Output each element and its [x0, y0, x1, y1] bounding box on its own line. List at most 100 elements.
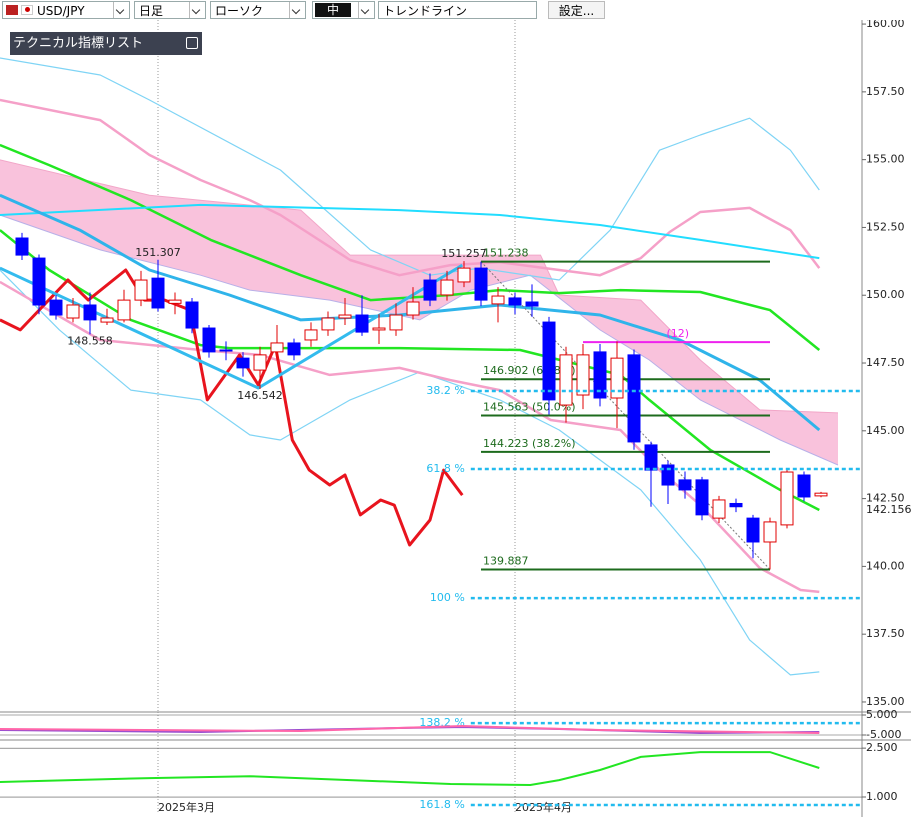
y-tick-label: 150.00: [866, 288, 905, 301]
candle-body: [695, 479, 709, 516]
y-tick-label: 157.50: [866, 85, 905, 98]
candle-body: [134, 279, 148, 301]
candle-body: [525, 301, 539, 307]
indicator-line: [0, 269, 820, 676]
y-tick-label: 1.000: [866, 790, 898, 803]
candle-body: [406, 301, 420, 316]
candle-body: [797, 474, 811, 498]
indicator-line: [0, 203, 820, 260]
panel-title: テクニカル指標リスト: [13, 36, 144, 51]
size-select[interactable]: 中: [312, 1, 375, 19]
y-tick-label: 160.00: [866, 20, 905, 30]
candle-body: [49, 299, 63, 316]
candle-body: [219, 349, 233, 352]
candle-body: [491, 295, 505, 305]
fib-label: 161.8 %: [419, 798, 464, 811]
y-tick-label: 135.00: [866, 695, 905, 708]
candle-body: [321, 317, 335, 331]
price-label: 151.307: [135, 246, 181, 259]
candle-body: [83, 304, 97, 321]
y-tick-label: 142.50: [866, 492, 905, 505]
candle-body: [185, 301, 199, 329]
candle-body: [610, 357, 624, 399]
chart-style: ローソク: [215, 4, 264, 18]
indicator-panel[interactable]: テクニカル指標リスト: [10, 32, 202, 55]
candle-body: [814, 492, 828, 497]
candle-body: [253, 354, 267, 371]
indicator-line: [0, 751, 820, 787]
symbol-select[interactable]: USD/JPY: [2, 1, 130, 19]
panel-icon[interactable]: [186, 37, 198, 49]
y-tick-label: 137.50: [866, 627, 905, 640]
price-label: 146.542: [237, 389, 283, 402]
candle-body: [304, 329, 318, 341]
fib-label: 38.2 %: [426, 384, 464, 397]
size: 中: [315, 3, 351, 17]
candle-body: [151, 277, 165, 309]
fib-label: 100 %: [430, 591, 465, 604]
current-price: 142.156: [866, 503, 911, 516]
period: 日足: [139, 4, 164, 18]
candle-body: [440, 279, 454, 296]
level-label: (12): [667, 327, 690, 340]
tool-field[interactable]: トレンドライン: [378, 1, 537, 19]
candle-body: [644, 444, 658, 471]
candle-body: [15, 237, 29, 256]
candle-body: [423, 279, 437, 301]
candle-body: [338, 314, 352, 319]
candle-body: [457, 267, 471, 283]
candle-body: [559, 354, 573, 406]
x-tick-label: 2025年3月: [158, 800, 215, 814]
y-tick-label: 155.00: [866, 153, 905, 166]
level-label: 151.238: [483, 247, 529, 260]
price-label: 148.558: [67, 334, 113, 347]
x-tick-label: 2025年4月: [515, 800, 572, 814]
y-tick-label: 2.500: [866, 741, 898, 754]
flag-jp: [21, 5, 33, 15]
candle-body: [236, 357, 250, 369]
candle-body: [474, 267, 488, 301]
candle-body: [576, 354, 590, 396]
candle-body: [508, 297, 522, 306]
level-label: 144.223 (38.2%): [483, 437, 576, 450]
indicator-line: [0, 98, 821, 277]
candle-body: [117, 299, 131, 321]
y-tick-label: 145.00: [866, 424, 905, 437]
flag-us: [6, 5, 18, 15]
indicator-line: [0, 229, 820, 512]
candle-body: [287, 342, 301, 356]
candle-body: [780, 471, 794, 526]
settings-button[interactable]: 設定...: [548, 1, 605, 19]
candle-body: [389, 314, 403, 331]
candle-body: [542, 321, 556, 401]
candle-body: [66, 304, 80, 319]
candle-body: [100, 317, 114, 323]
candle-body: [627, 354, 641, 443]
cloud-span: [0, 214, 839, 466]
level-label: 145.563 (50.0%): [483, 401, 576, 414]
cloud-span: [0, 159, 839, 414]
candle-body: [32, 257, 46, 306]
y-tick-label: 147.50: [866, 356, 905, 369]
fib-label: 61.8 %: [426, 462, 464, 475]
indicator-line: [0, 724, 820, 734]
candle-body: [678, 479, 692, 491]
style-select[interactable]: ローソク: [210, 1, 306, 19]
candle-body: [763, 521, 777, 543]
y-tick-label: 152.50: [866, 220, 905, 233]
candle-body: [712, 499, 726, 519]
y-tick-label: -5.000: [866, 728, 901, 741]
price-label: 151.257: [441, 247, 487, 260]
period-select[interactable]: 日足: [134, 1, 206, 19]
level-label: 139.887: [483, 554, 529, 567]
indicator-line: [0, 57, 820, 281]
y-tick-label: 5.000: [866, 708, 898, 721]
y-tick-label: 140.00: [866, 559, 905, 572]
candle-body: [746, 517, 760, 543]
candle-body: [355, 314, 369, 333]
candle-body: [372, 327, 386, 331]
candle-body: [270, 342, 284, 353]
